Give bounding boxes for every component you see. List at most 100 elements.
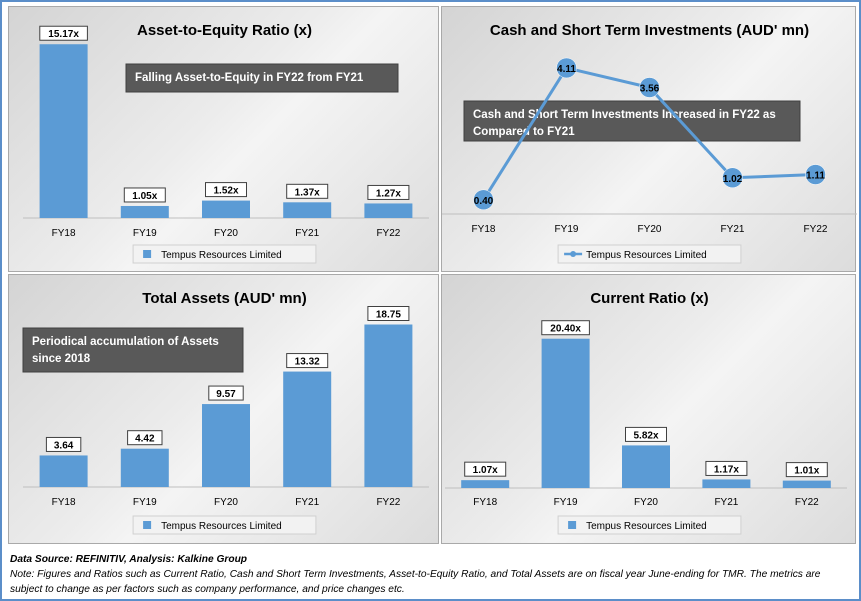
data-label: 1.37x (295, 187, 320, 198)
data-label: 15.17x (48, 29, 79, 40)
data-label-box (45, 436, 82, 452)
x-tick-label: FY22 (804, 224, 828, 235)
chart-title: Asset-to-Equity Ratio (x) (137, 22, 312, 39)
data-label: 5.82x (633, 430, 658, 441)
legend-frame (557, 244, 742, 264)
point-fy21 (722, 167, 743, 189)
chart-svg: Asset-to-Equity Ratio (x) Falling Asset-t… (23, 22, 429, 264)
x-tick-label: FY21 (295, 497, 319, 508)
data-label: 3.56 (640, 84, 660, 95)
chart-panel-total-assets: Total Assets (AUD' mn) Periodical accumul… (8, 274, 439, 544)
bar-fy18 (461, 480, 510, 488)
x-tick-label: FY22 (795, 497, 819, 508)
legend: Tempus Resources Limited (132, 515, 317, 535)
chart-svg: Cash and Short Term Investments (AUD' mn… (442, 22, 857, 264)
annotation-box: Cash and Short Term Investments Increase… (463, 100, 801, 142)
chart-title: Cash and Short Term Investments (AUD' mn… (490, 22, 809, 39)
x-tick-label: FY22 (376, 228, 400, 239)
data-label-box (127, 430, 163, 446)
bar-fy19 (541, 338, 590, 488)
data-label: 20.40x (550, 324, 581, 335)
annotation-box: Falling Asset-to-Equity in FY22 from FY2… (125, 63, 399, 93)
chart-panel-cash-investments: Cash and Short Term Investments (AUD' mn… (441, 6, 857, 272)
legend-label: Tempus Resources Limited (586, 521, 707, 532)
x-tick-label: FY19 (554, 497, 578, 508)
legend: Tempus Resources Limited (557, 244, 742, 264)
data-label-box (367, 306, 410, 321)
data-label: 3.64 (54, 440, 74, 451)
data-label: 0.40 (474, 196, 494, 207)
x-tick-label: FY20 (638, 224, 662, 235)
x-tick-label: FY18 (473, 497, 497, 508)
x-tick-label: FY20 (214, 497, 238, 508)
data-label: 1.11 (806, 171, 825, 182)
legend: Tempus Resources Limited (132, 244, 317, 264)
data-label: 1.07x (473, 465, 498, 476)
x-tick-label: FY18 (472, 224, 496, 235)
data-label: 1.01x (794, 466, 819, 477)
bar-fy18 (39, 455, 88, 487)
footer: Data Source: REFINITIV, Analysis: Kalkin… (10, 552, 855, 597)
bar-fy19 (120, 205, 169, 218)
bar-fy22 (364, 203, 413, 218)
data-label: 1.27x (376, 188, 401, 199)
bar-fy18 (39, 44, 88, 219)
x-tick-label: FY21 (721, 224, 745, 235)
data-label: 4.42 (135, 434, 155, 445)
data-label-box (208, 385, 244, 401)
bar-fy20 (622, 445, 670, 488)
legend-swatch (143, 521, 152, 529)
legend-frame (132, 515, 317, 535)
annotation-text: Compared to FY21 (473, 126, 575, 138)
legend-swatch (143, 250, 152, 258)
footer-source: Data Source: REFINITIV, Analysis: Kalkin… (10, 554, 248, 565)
annotation-text: since 2018 (32, 353, 91, 365)
data-label-box (464, 461, 507, 477)
data-label: 9.57 (216, 389, 236, 400)
legend-swatch-marker (570, 251, 577, 257)
x-tick-label: FY19 (555, 224, 579, 235)
legend-frame (557, 515, 742, 535)
annotation-background (463, 100, 801, 142)
annotation-text: Cash and Short Term Investments Increase… (473, 109, 776, 121)
point-fy22 (805, 164, 826, 185)
data-label-box (205, 182, 247, 198)
data-label-box (123, 187, 166, 203)
chart-title: Total Assets (AUD' mn) (142, 290, 306, 307)
x-tick-label: FY21 (295, 228, 319, 239)
bar-fy22 (364, 324, 413, 487)
point-fy19 (556, 57, 577, 79)
point-fy20 (639, 77, 660, 98)
data-label-box (705, 460, 748, 476)
bar-fy21 (702, 479, 751, 488)
x-tick-label: FY19 (133, 497, 157, 508)
legend-label: Tempus Resources Limited (161, 521, 282, 532)
chart-svg: Current Ratio (x) 1.07x 20.40x 5.82x 1.17x 1.… (445, 290, 847, 535)
data-label: 1.02 (723, 174, 743, 185)
data-label: 18.75 (376, 310, 401, 321)
chart-panel-current-ratio: Current Ratio (x) 1.07x 20.40x 5.82x 1.17x 1.… (441, 274, 856, 544)
data-label-box (39, 25, 88, 41)
x-tick-label: FY22 (376, 497, 400, 508)
data-label: 13.32 (295, 357, 320, 368)
x-tick-label: FY19 (133, 228, 157, 239)
data-label-box (541, 320, 590, 336)
data-label-box (286, 183, 329, 199)
chart-title: Current Ratio (x) (590, 290, 708, 307)
legend: Tempus Resources Limited (557, 515, 742, 535)
chart-panel-asset-to-equity: Asset-to-Equity Ratio (x) Falling Asset-t… (8, 6, 439, 272)
bar-fy21 (283, 371, 332, 487)
annotation-background (22, 327, 244, 373)
annotation-text: Periodical accumulation of Assets (32, 336, 219, 348)
x-tick-label: FY18 (52, 497, 76, 508)
x-tick-label: FY21 (714, 497, 738, 508)
data-label: 1.52x (213, 186, 238, 197)
bar-fy20 (202, 200, 250, 218)
legend-label: Tempus Resources Limited (586, 250, 707, 261)
bar-fy22 (782, 480, 831, 488)
chart-svg: Total Assets (AUD' mn) Periodical accumul… (22, 290, 429, 535)
legend-frame (132, 244, 317, 264)
x-tick-label: FY18 (52, 228, 76, 239)
data-label-box (367, 184, 410, 200)
